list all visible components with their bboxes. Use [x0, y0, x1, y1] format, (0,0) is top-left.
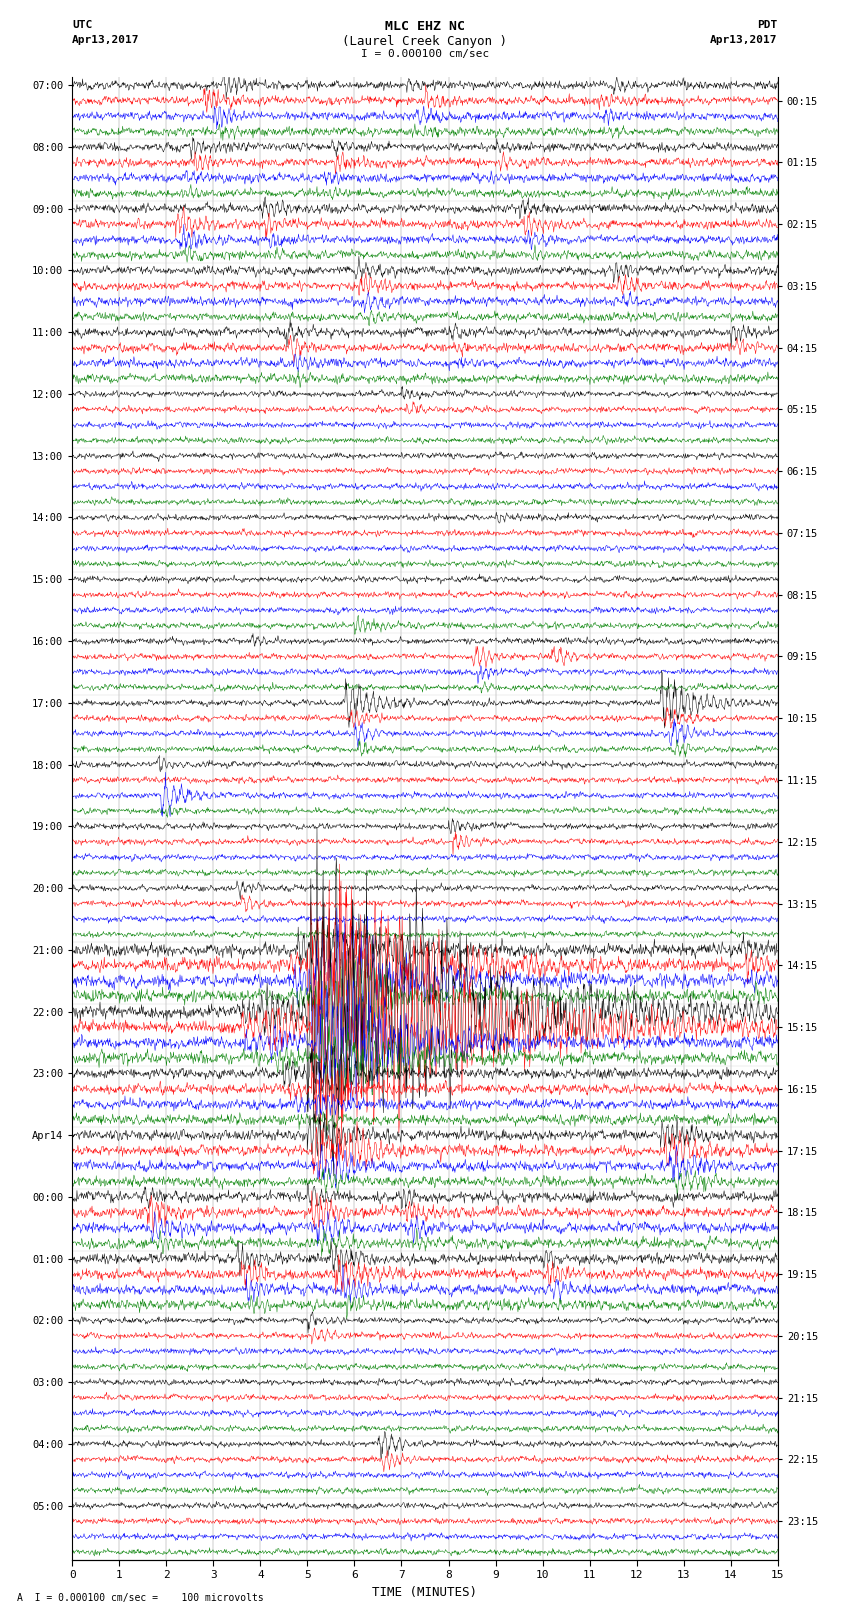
Text: Apr13,2017: Apr13,2017: [72, 35, 139, 45]
Text: I = 0.000100 cm/sec: I = 0.000100 cm/sec: [361, 50, 489, 60]
Text: A  I = 0.000100 cm/sec =    100 microvolts: A I = 0.000100 cm/sec = 100 microvolts: [17, 1594, 264, 1603]
Text: PDT: PDT: [757, 19, 778, 31]
X-axis label: TIME (MINUTES): TIME (MINUTES): [372, 1586, 478, 1598]
Text: UTC: UTC: [72, 19, 93, 31]
Text: (Laurel Creek Canyon ): (Laurel Creek Canyon ): [343, 35, 507, 48]
Text: MLC EHZ NC: MLC EHZ NC: [385, 19, 465, 34]
Text: Apr13,2017: Apr13,2017: [711, 35, 778, 45]
